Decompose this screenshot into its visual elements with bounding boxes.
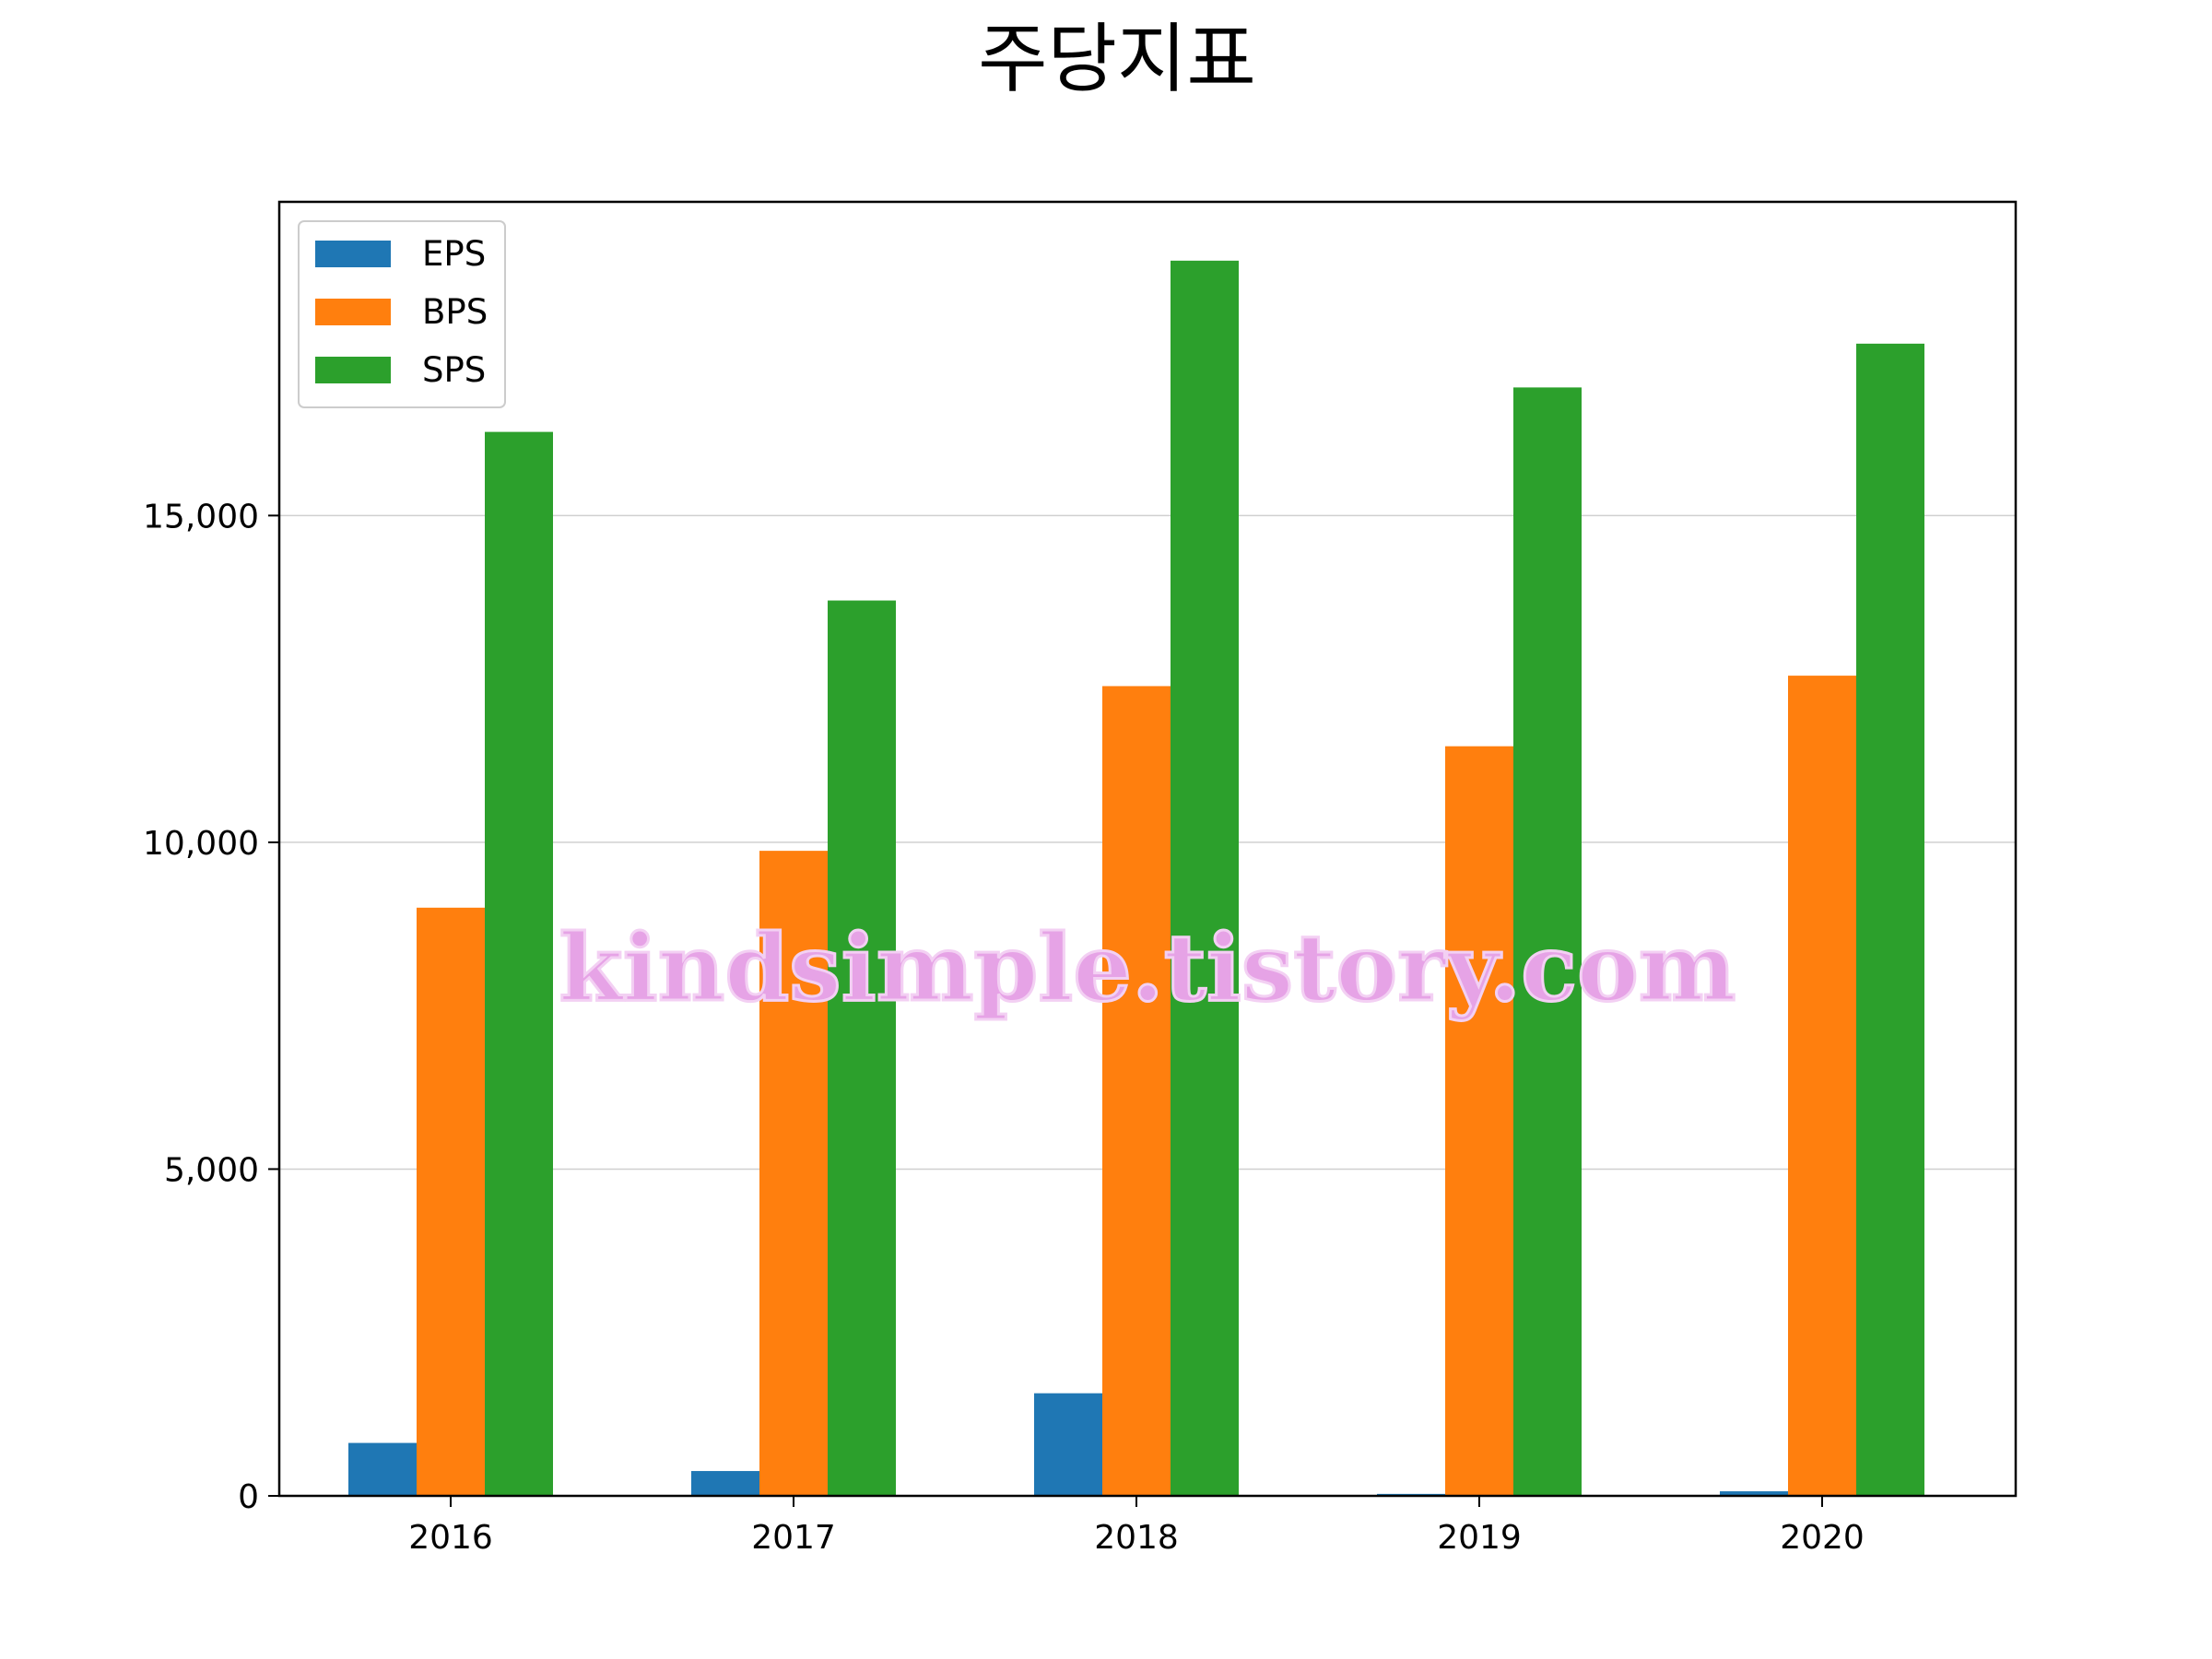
legend: EPS BPS SPS [298, 220, 506, 408]
legend-swatch-sps [315, 357, 391, 383]
x-tick-label: 2019 [1437, 1519, 1522, 1557]
legend-label-eps: EPS [422, 234, 486, 274]
chart-title: 주당지표 [978, 16, 1256, 103]
x-tick-label: 2020 [1780, 1519, 1865, 1557]
bar-sps-2017 [828, 600, 896, 1496]
legend-swatch-eps [315, 241, 391, 267]
bar-sps-2016 [485, 431, 553, 1497]
bar-eps-2018 [1034, 1393, 1102, 1496]
y-axis: 0 5,000 10,000 15,000 [143, 498, 279, 1516]
bar-bps-2016 [417, 907, 485, 1496]
bar-bps-2020 [1788, 676, 1856, 1496]
legend-label-sps: SPS [422, 350, 486, 390]
x-tick-label: 2018 [1094, 1519, 1179, 1557]
bar-bps-2018 [1102, 686, 1171, 1496]
y-tick-label: 5,000 [164, 1151, 259, 1189]
watermark-text: kindsimple.tistory.com [559, 913, 1735, 1022]
x-axis: 2016 2017 2018 2019 2020 [408, 1496, 1865, 1557]
y-tick-label: 15,000 [143, 498, 259, 535]
y-tick-label: 10,000 [143, 825, 259, 863]
bar-eps-2017 [691, 1471, 759, 1496]
bar-bps-2019 [1445, 746, 1513, 1496]
bar-sps-2020 [1856, 343, 1924, 1496]
x-tick-label: 2016 [408, 1519, 493, 1557]
plot-frame [277, 200, 2018, 1498]
legend-swatch-bps [315, 299, 391, 325]
x-tick-label: 2017 [751, 1519, 836, 1557]
bar-bps-2017 [759, 851, 828, 1496]
bar-eps-2016 [348, 1442, 417, 1496]
bar-sps-2019 [1513, 387, 1582, 1496]
bars [348, 260, 1924, 1497]
y-tick-label: 0 [238, 1478, 259, 1516]
bar-sps-2018 [1171, 260, 1239, 1497]
bar-eps-2020 [1720, 1491, 1788, 1496]
legend-label-bps: BPS [422, 292, 488, 332]
